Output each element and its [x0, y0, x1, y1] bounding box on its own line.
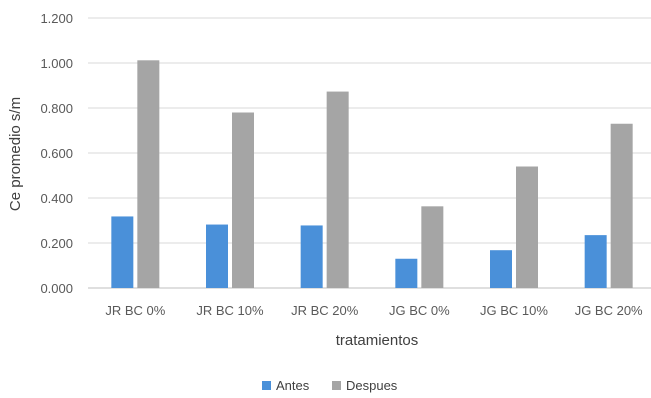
bar-antes-6: [584, 235, 607, 288]
legend: Antes Despues: [262, 378, 398, 393]
legend-label-despues: Despues: [346, 378, 398, 393]
bar-despues-5: [516, 166, 538, 288]
bars: [111, 60, 633, 288]
y-tick-label: 0.800: [40, 101, 73, 116]
y-axis-ticks: 0.000 0.200 0.400 0.600 0.800 1.000 1.200: [40, 11, 73, 296]
y-tick-label: 0.400: [40, 191, 73, 206]
y-axis-title: Ce promedio s/m: [7, 97, 24, 211]
x-axis-title: tratamientos: [336, 332, 419, 349]
legend-swatch-despues: [332, 381, 341, 390]
x-tick-label: JR BC 20%: [291, 303, 359, 318]
bar-despues-3: [326, 91, 349, 288]
x-tick-label: JG BC 0%: [389, 303, 450, 318]
x-tick-label: JR BC 10%: [196, 303, 264, 318]
bar-despues-6: [610, 123, 633, 288]
bar-antes-5: [490, 250, 512, 288]
gridlines: [88, 17, 651, 289]
x-tick-label: JG BC 20%: [575, 303, 643, 318]
bar-antes-3: [300, 225, 323, 288]
bar-despues-1: [137, 60, 160, 288]
bar-despues-4: [421, 206, 444, 288]
x-tick-label: JG BC 10%: [480, 303, 548, 318]
bar-antes-2: [206, 224, 228, 288]
y-tick-label: 1.000: [40, 56, 73, 71]
x-axis-ticks: JR BC 0% JR BC 10% JR BC 20% JG BC 0% JG BC …: [105, 303, 643, 318]
y-tick-label: 0.200: [40, 236, 73, 251]
bar-antes-1: [111, 216, 134, 288]
y-tick-label: 0.000: [40, 281, 73, 296]
x-tick-label: JR BC 0%: [105, 303, 165, 318]
legend-label-antes: Antes: [276, 378, 310, 393]
bar-antes-4: [395, 258, 418, 288]
bar-despues-2: [232, 112, 254, 288]
legend-swatch-antes: [262, 381, 271, 390]
y-tick-label: 0.600: [40, 146, 73, 161]
y-tick-label: 1.200: [40, 11, 73, 26]
